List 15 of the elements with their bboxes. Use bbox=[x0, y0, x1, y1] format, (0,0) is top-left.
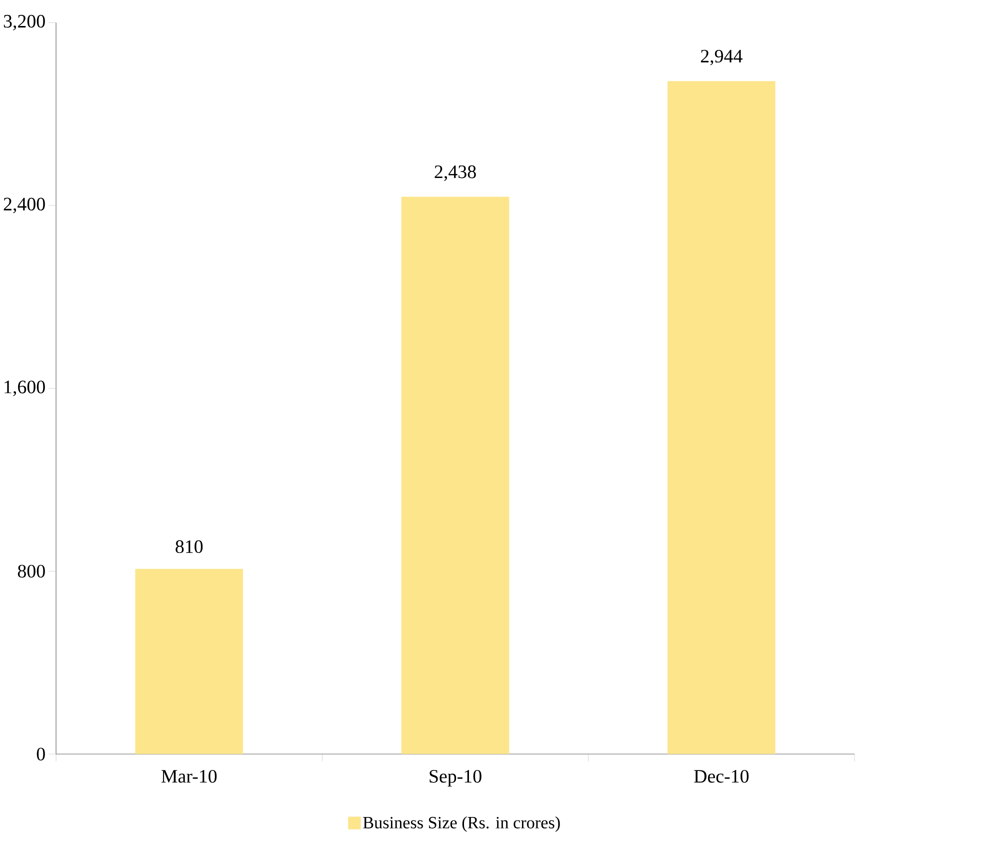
bar bbox=[135, 568, 244, 754]
data-label: 810 bbox=[176, 540, 203, 554]
x-tick-label: Sep-10 bbox=[430, 770, 482, 787]
x-tick-label: Mar-10 bbox=[161, 770, 217, 783]
x-tick-label: Dec-10 bbox=[694, 770, 749, 783]
data-label: 2,438 bbox=[434, 165, 476, 181]
legend-label: Business Size (Rs. in crores) bbox=[363, 816, 560, 832]
y-tick-label: 0 bbox=[36, 748, 45, 760]
bar bbox=[668, 81, 776, 754]
y-tick-label: 3,200 bbox=[4, 14, 45, 30]
data-label: 2,944 bbox=[700, 50, 742, 66]
bar bbox=[401, 196, 510, 754]
y-tick-label: 2,400 bbox=[4, 198, 45, 214]
y-tick-label: 1,600 bbox=[4, 380, 45, 396]
y-tick-label: 800 bbox=[18, 564, 45, 578]
